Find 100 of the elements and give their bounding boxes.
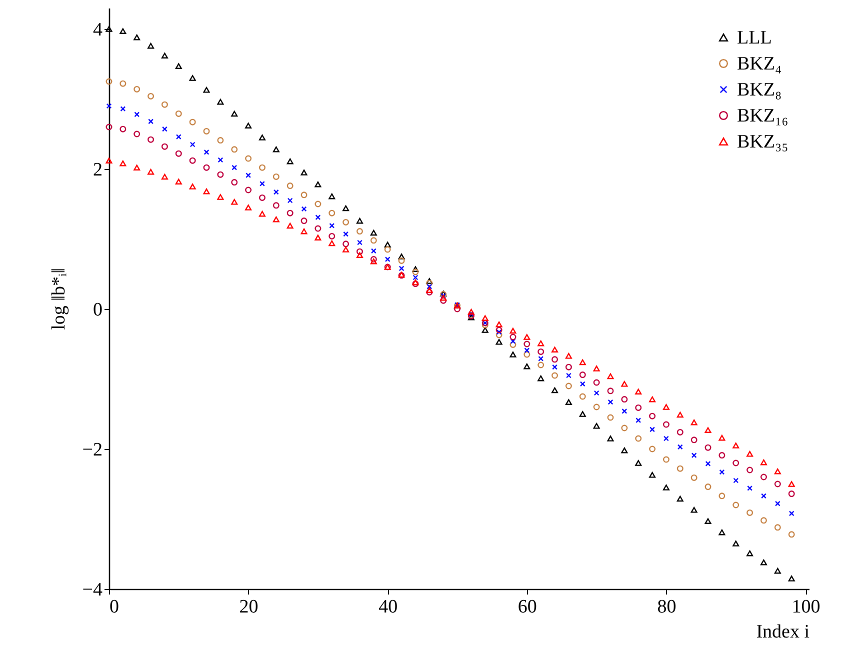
point [189, 75, 196, 81]
point [412, 274, 418, 280]
point [732, 460, 740, 466]
point [300, 192, 308, 198]
point [579, 393, 586, 400]
point [356, 218, 363, 224]
point [162, 126, 168, 132]
y-tick-label: −4 [82, 580, 103, 600]
point [774, 468, 781, 474]
point [607, 373, 614, 380]
point [732, 442, 740, 448]
point [690, 474, 698, 481]
point [468, 308, 474, 315]
point [691, 452, 697, 458]
point [440, 294, 447, 301]
point [398, 257, 405, 264]
point [328, 210, 336, 216]
x-tick-label: 100 [792, 596, 820, 618]
point [258, 210, 266, 217]
point [607, 388, 614, 394]
point [426, 288, 433, 296]
point [650, 426, 655, 432]
point [788, 510, 794, 516]
point [343, 231, 349, 237]
point [412, 268, 419, 276]
point [496, 332, 502, 338]
point [649, 412, 656, 420]
point [524, 340, 530, 348]
point [217, 98, 224, 105]
point [565, 382, 572, 390]
point [258, 194, 266, 201]
point [760, 474, 767, 480]
point [676, 496, 684, 502]
point [774, 568, 781, 574]
point [161, 52, 168, 58]
point [134, 112, 140, 118]
point [329, 222, 335, 228]
point [524, 348, 530, 354]
point [161, 174, 168, 180]
point [106, 124, 112, 130]
point [704, 444, 712, 451]
point [676, 412, 684, 418]
point [732, 502, 740, 508]
point [496, 326, 502, 334]
point [134, 164, 140, 170]
point [732, 540, 740, 546]
point [217, 194, 224, 200]
point [148, 168, 154, 175]
point [482, 327, 488, 333]
point [608, 399, 614, 405]
point [676, 465, 684, 472]
point [760, 459, 767, 466]
point [370, 230, 377, 236]
point [120, 28, 126, 34]
point [203, 87, 210, 93]
point [552, 356, 558, 363]
point [217, 171, 224, 178]
point [496, 322, 502, 328]
point [552, 364, 558, 370]
x-tick-label: 60 [518, 596, 537, 618]
point [510, 341, 516, 348]
point [524, 364, 530, 370]
point [161, 101, 168, 108]
point [635, 460, 642, 466]
point [593, 423, 600, 429]
point [384, 256, 390, 262]
point [747, 485, 753, 491]
point [106, 26, 112, 32]
point [231, 146, 238, 153]
y-tick-label: −2 [82, 440, 102, 460]
point [342, 246, 350, 252]
point [496, 339, 502, 345]
point [106, 78, 112, 85]
point [524, 351, 530, 358]
point [760, 560, 767, 566]
point [412, 266, 419, 272]
point [788, 576, 795, 582]
point [286, 222, 294, 229]
point [552, 387, 558, 394]
point [607, 436, 614, 442]
point [565, 353, 572, 359]
point [272, 202, 280, 209]
point [314, 234, 322, 240]
point [565, 364, 572, 370]
point [621, 448, 628, 454]
point [635, 435, 642, 442]
point [134, 34, 140, 40]
point [538, 340, 544, 346]
point [245, 186, 252, 194]
point [175, 178, 182, 184]
point [232, 164, 238, 170]
point [565, 399, 572, 405]
point [621, 381, 628, 387]
point [690, 507, 698, 513]
point [552, 372, 558, 379]
point [328, 193, 336, 200]
point [510, 334, 516, 340]
point [342, 218, 350, 226]
point [314, 182, 322, 188]
point [245, 204, 252, 210]
